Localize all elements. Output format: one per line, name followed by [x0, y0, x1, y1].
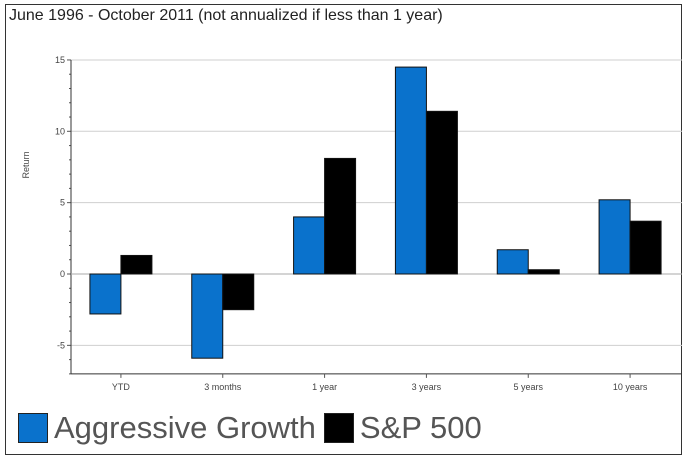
chart-title: June 1996 - October 2011 (not annualized… — [9, 7, 443, 24]
x-tick-label-1: 3 months — [204, 382, 242, 392]
bar-sp500-1 — [222, 273, 255, 311]
bar-sp500-3 — [425, 110, 458, 275]
bar-sp500-4 — [527, 269, 560, 275]
x-tick-label-4: 5 years — [513, 382, 543, 392]
x-tick-label-3: 3 years — [412, 382, 442, 392]
y-tick-label-4: -5 — [57, 340, 65, 350]
bar-aggressive-growth-0 — [89, 273, 122, 315]
y-tick-label-2: 5 — [60, 198, 65, 208]
legend-item-aggressive-growth: Aggressive Growth — [18, 410, 316, 446]
x-tick-label-2: 1 year — [312, 382, 337, 392]
bar-sp500-0 — [120, 254, 153, 275]
bar-aggressive-growth-2 — [293, 216, 326, 275]
x-tick-label-5: 10 years — [613, 382, 648, 392]
bar-aggressive-growth-3 — [394, 66, 427, 275]
legend-label-sp500: S&P 500 — [359, 410, 482, 445]
bar-sp500-5 — [629, 220, 662, 275]
chart-legend: Aggressive Growth S&P 500 — [18, 410, 490, 446]
bar-aggressive-growth-5 — [598, 199, 631, 275]
x-tick-label-0: YTD — [112, 382, 131, 392]
y-tick-label-0: 15 — [55, 55, 65, 65]
bar-aggressive-growth-1 — [191, 273, 224, 359]
y-axis-label: Return — [21, 151, 31, 178]
bar-sp500-2 — [324, 157, 357, 275]
y-tick-label-3: 0 — [60, 269, 65, 279]
legend-item-sp500: S&P 500 — [323, 410, 482, 446]
legend-swatch-sp500 — [323, 413, 354, 443]
legend-swatch-aggressive-growth — [18, 413, 48, 443]
legend-label-aggressive-growth: Aggressive Growth — [54, 410, 316, 445]
y-tick-label-1: 10 — [55, 126, 65, 136]
bar-aggressive-growth-4 — [496, 249, 529, 275]
